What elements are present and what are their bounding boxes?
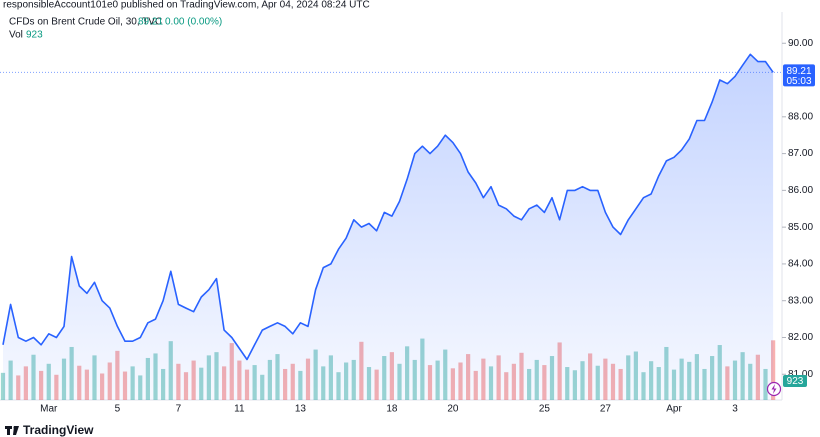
replay-icon-bolt (771, 384, 777, 394)
x-tick-label: Apr (666, 404, 682, 415)
x-tick-label: 18 (386, 404, 398, 415)
x-tick-label: 11 (234, 404, 245, 415)
y-tick-label: 84.00 (788, 259, 813, 270)
volume-tag (783, 375, 807, 387)
x-tick-label: 27 (600, 404, 612, 415)
y-tick-label: 90.00 (788, 38, 813, 49)
x-tick-label: 13 (295, 404, 307, 415)
vol-value: 923 (26, 30, 43, 41)
y-tick-label: 85.00 (788, 222, 813, 233)
x-tick-label: Mar (40, 404, 58, 415)
volume-tag-value: 923 (787, 376, 804, 387)
volume-bar (0, 372, 6, 400)
published: responsibleAccount101e0 published on Tra… (3, 0, 370, 11)
price-area (3, 54, 774, 401)
price-line (2, 53, 774, 361)
x-tick-label: 7 (176, 404, 182, 415)
y-tick-label: 82.00 (788, 332, 813, 343)
price-tag (783, 64, 815, 87)
legend-price: 89.21 (138, 17, 163, 28)
x-tick-label: 25 (539, 404, 551, 415)
y-tick-label: 87.00 (788, 148, 813, 159)
y-tick-label: 88.00 (788, 111, 813, 122)
y-tick-label: 81.00 (788, 369, 813, 380)
y-tick-label: 86.00 (788, 185, 813, 196)
x-tick-label: 5 (115, 404, 121, 415)
x-tick-label: 20 (447, 404, 459, 415)
logo (5, 426, 19, 435)
price-tag-countdown: 05:03 (786, 76, 811, 87)
vol-label: Vol (9, 30, 23, 41)
brand: TradingView (23, 423, 94, 437)
price-tag-value: 89.21 (786, 66, 811, 77)
x-tick-label: 3 (732, 404, 738, 415)
y-tick-label: 83.00 (788, 295, 813, 306)
legend-change: 0.00 (0.00%) (165, 17, 222, 28)
volume-bar (771, 340, 776, 400)
symbol: CFDs on Brent Crude Oil, 30, TVC (9, 17, 162, 28)
